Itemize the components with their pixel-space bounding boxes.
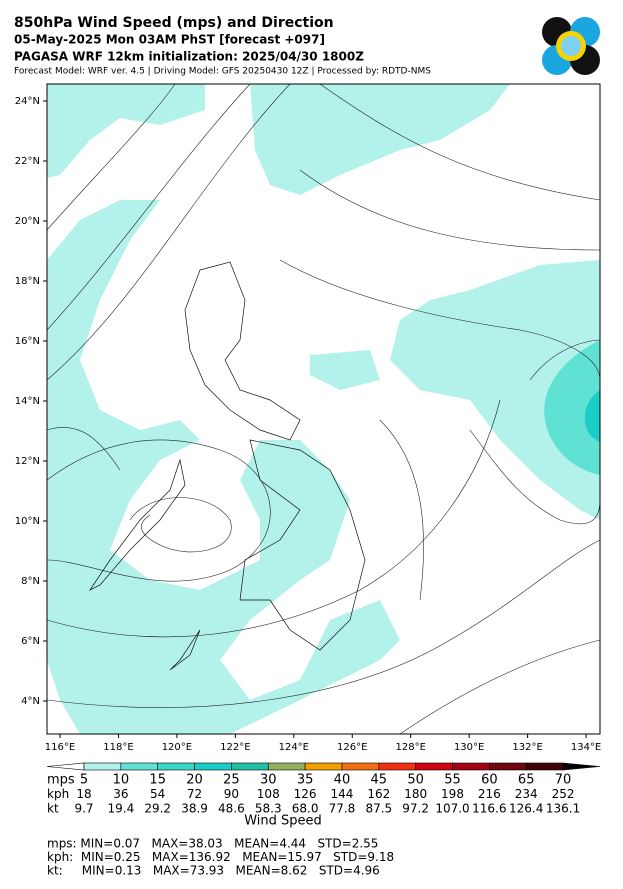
colorbar-value: 87.5: [365, 802, 392, 816]
lon-label: 128°E: [395, 742, 425, 753]
colorbar-value: 72: [187, 787, 202, 801]
lon-label: 116°E: [45, 742, 75, 753]
colorbar-value: 68.0: [292, 802, 319, 816]
colorbar-value: 126.4: [509, 802, 543, 816]
colorbar-value: 48.6: [218, 802, 245, 816]
lat-label: 14°N: [15, 396, 40, 407]
colorbar-value: 40: [334, 773, 351, 788]
colorbar-value: 54: [150, 787, 165, 801]
colorbar-segment: [120, 762, 158, 771]
colorbar-value: 30: [260, 773, 277, 788]
subtitle: 05-May-2025 Mon 03AM PhST [forecast +097…: [14, 33, 325, 47]
colorbar-value: 38.9: [181, 802, 208, 816]
lon-label: 132°E: [512, 742, 542, 753]
colorbar-value: 60: [481, 773, 498, 788]
lon-label: 120°E: [162, 742, 192, 753]
credits: Forecast Model: WRF ver. 4.5 | Driving M…: [14, 67, 431, 77]
stats: mps: MIN=0.07 MAX=38.03 MEAN=4.44 STD=2.…: [47, 837, 394, 878]
colorbar-value: 65: [518, 773, 535, 788]
lon-label: 134°E: [571, 742, 601, 753]
lat-label: 12°N: [15, 456, 40, 467]
lon-label: 126°E: [337, 742, 367, 753]
colorbar-value: 9.7: [74, 802, 93, 816]
colorbar-value: 15: [149, 773, 166, 788]
colorbar-value: 55: [444, 773, 461, 788]
lat-label: 16°N: [15, 336, 40, 347]
unit-label: kt: [47, 802, 59, 816]
colorbar-value: 126: [294, 787, 317, 801]
colorbar-segment: [267, 762, 306, 771]
lat-label: 4°N: [21, 696, 40, 707]
colorbar-segment: [415, 762, 453, 771]
colorbar-value: 90: [224, 787, 239, 801]
colorbar-value: 216: [478, 787, 501, 801]
colorbar-segment: [341, 762, 380, 771]
lat-label: 22°N: [15, 156, 40, 167]
init: PAGASA WRF 12km initialization: 2025/04/…: [14, 50, 364, 64]
lon-label: 124°E: [279, 742, 309, 753]
colorbar-value: 180: [404, 787, 427, 801]
colorbar-segment: [489, 762, 527, 771]
colorbar-value: 5: [80, 773, 88, 788]
land-outline: [88, 261, 366, 671]
logo: [542, 17, 600, 75]
lat-label: 18°N: [15, 276, 40, 287]
lat-label: 6°N: [21, 636, 40, 647]
lat-label: 24°N: [15, 96, 40, 107]
lat-label: 8°N: [21, 576, 40, 587]
colorbar-value: 116.6: [472, 802, 506, 816]
map: [46, 83, 601, 735]
stats-line: kph: MIN=0.25 MAX=136.92 MEAN=15.97 STD=…: [47, 850, 394, 864]
colorbar-value: 198: [441, 787, 464, 801]
colorbar-value: 50: [407, 773, 424, 788]
title: 850hPa Wind Speed (mps) and Direction: [14, 15, 334, 31]
colorbar-value: 36: [113, 787, 128, 801]
unit-label: mps: [47, 773, 75, 788]
colorbar-value: 70: [555, 773, 572, 788]
colorbar-value: 252: [552, 787, 575, 801]
colorbar-extend: [562, 762, 601, 771]
stats-line: kt: MIN=0.13 MAX=73.93 MEAN=8.62 STD=4.9…: [47, 864, 380, 878]
colorbar-value: 18: [76, 787, 91, 801]
colorbar-extend: [46, 762, 85, 771]
colorbar-value: 20: [186, 773, 203, 788]
colorbar-value: 162: [367, 787, 390, 801]
lon-label: 130°E: [454, 742, 484, 753]
colorbar-value: 10: [113, 773, 130, 788]
colorbar-label: Wind Speed: [244, 814, 322, 829]
unit-label: kph: [47, 787, 69, 801]
colorbar-value: 45: [371, 773, 388, 788]
lon-label: 122°E: [220, 742, 250, 753]
colorbar-segment: [304, 762, 343, 771]
colorbar-value: 97.2: [402, 802, 429, 816]
colorbar-value: 144: [330, 787, 353, 801]
colorbar-segment: [157, 762, 195, 771]
colorbar-value: 136.1: [546, 802, 580, 816]
colorbar-value: 108: [257, 787, 280, 801]
colorbar-segment: [231, 762, 269, 771]
colorbar-segment: [525, 762, 564, 771]
lat-label: 20°N: [15, 216, 40, 227]
colorbar-value: 58.3: [255, 802, 282, 816]
stats-line: mps: MIN=0.07 MAX=38.03 MEAN=4.44 STD=2.…: [47, 837, 378, 851]
lat-label: 10°N: [15, 516, 40, 527]
colorbar-value: 107.0: [435, 802, 469, 816]
colorbar-value: 19.4: [107, 802, 134, 816]
colorbar-segment: [83, 762, 122, 771]
colorbar-value: 25: [223, 773, 240, 788]
streamlines: [46, 83, 601, 735]
colorbar-value: 77.8: [329, 802, 356, 816]
colorbar-segment: [378, 762, 416, 771]
colorbar-value: 234: [515, 787, 538, 801]
colorbar-segment: [194, 762, 232, 771]
colorbar-value: 29.2: [144, 802, 171, 816]
colorbar-value: 35: [297, 773, 314, 788]
colorbar-segment: [452, 762, 490, 771]
lon-label: 118°E: [103, 742, 133, 753]
